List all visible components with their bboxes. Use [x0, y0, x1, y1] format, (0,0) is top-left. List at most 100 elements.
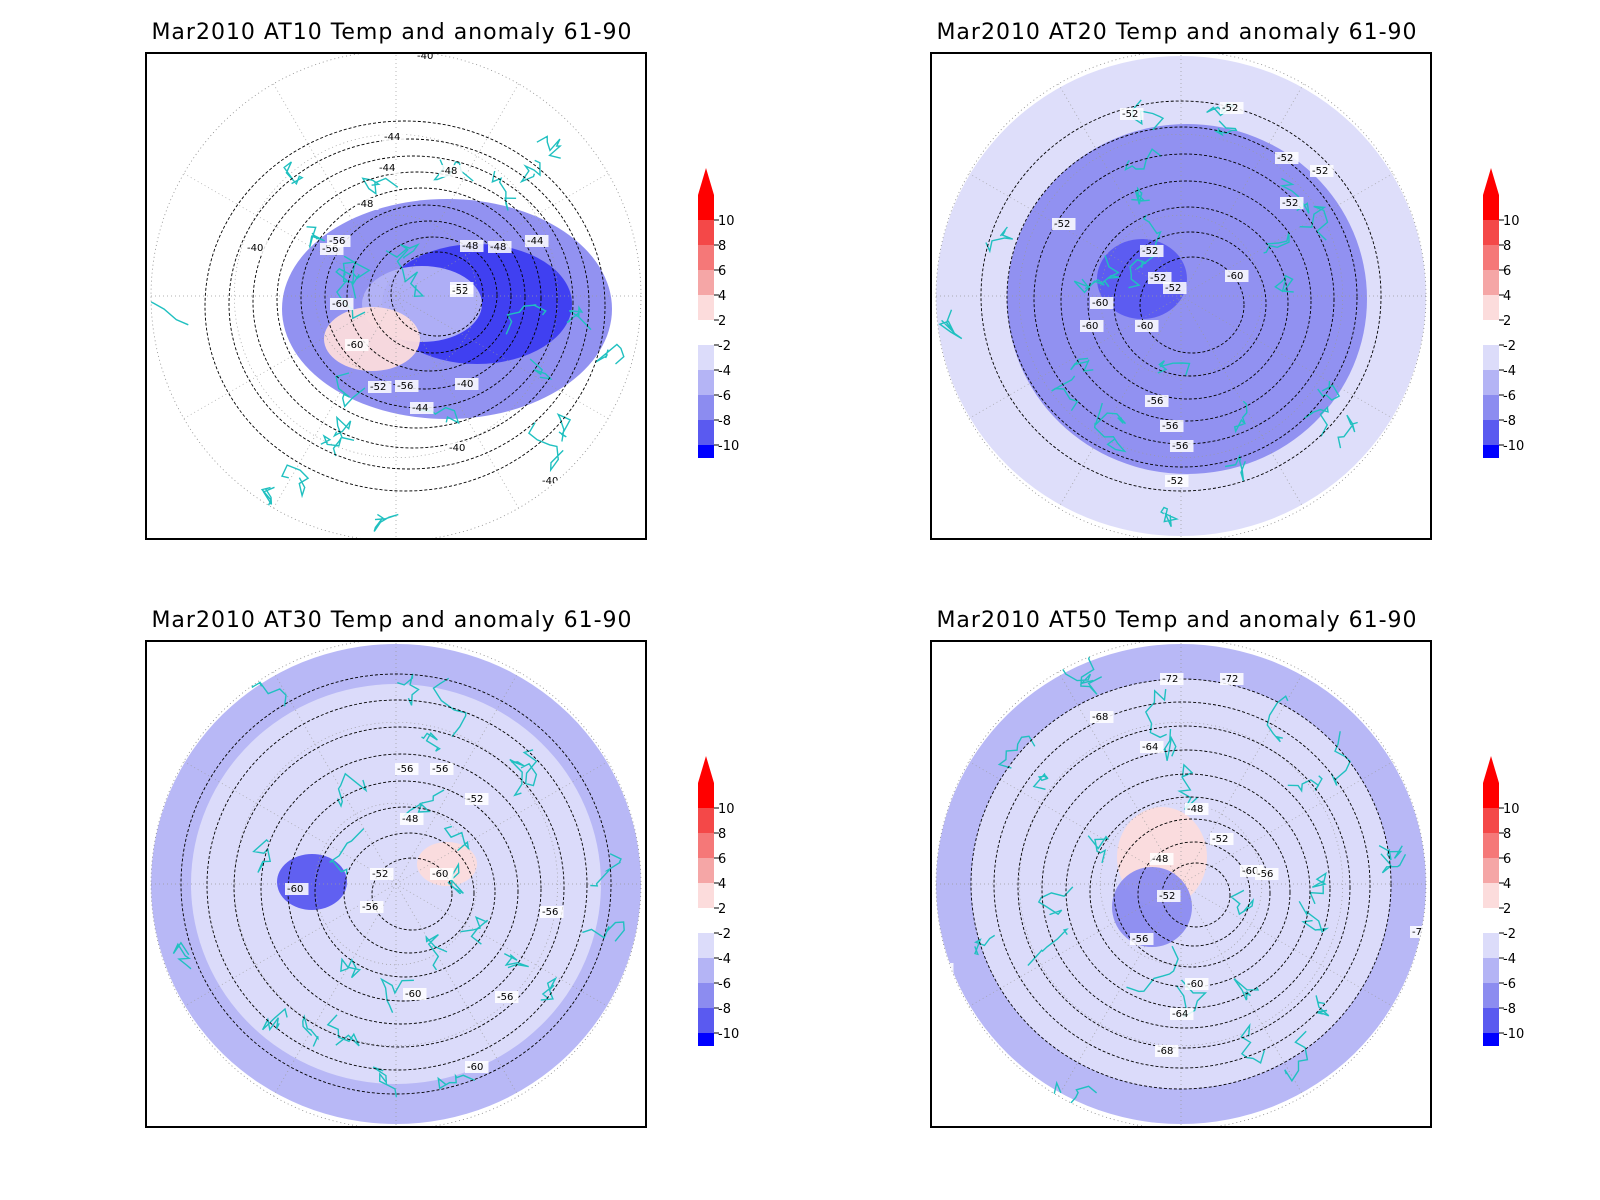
contour-label: -44 — [412, 403, 428, 414]
meridian-line — [395, 173, 609, 297]
contour-label: -52 — [467, 794, 483, 805]
contour-label-bg — [1052, 218, 1076, 230]
colorbar-tick-label: 10 — [1503, 802, 1520, 817]
colorbar-bin — [1483, 395, 1499, 420]
temperature-contour — [343, 832, 475, 954]
colorbar-tick-label: -10 — [1503, 1027, 1524, 1042]
contour-label-bg — [1255, 868, 1279, 880]
colorbar-bin — [1483, 320, 1499, 345]
meridian-line — [395, 883, 519, 1097]
map-content: -52-52-52-52-52-52-52-52-52-52-56-56-56-… — [936, 54, 1426, 538]
anomaly-region — [1007, 124, 1367, 474]
contour-label: -60 — [1242, 866, 1258, 877]
temperature-contour — [324, 204, 526, 390]
contour-label-bg — [1275, 152, 1299, 164]
contour-label-bg — [1090, 297, 1114, 309]
anomaly-region — [1097, 239, 1187, 319]
colorbar-bin — [698, 270, 714, 295]
contour-label: -48 — [462, 241, 478, 252]
contour-label-bg — [1163, 282, 1187, 294]
colorbar-bin — [1483, 220, 1499, 245]
colorbar-bin — [698, 858, 714, 883]
colorbar-tick-label: -8 — [718, 1002, 731, 1017]
map-boundary — [935, 642, 1427, 1126]
colorbar-top-arrow — [698, 168, 714, 195]
temperature-contour — [993, 701, 1371, 1069]
contour-label-bg — [360, 901, 384, 913]
contour-label: -56 — [322, 244, 338, 255]
colorbar: 10 8 6 4 2 -2 -4 -6 -8 -10 — [1483, 756, 1524, 1046]
map-frame: -40 -40 -40 -40 -40 -44 -44 -44 -44 -48 -48 -48 -48 -… — [145, 52, 647, 540]
contour-label-bg — [1225, 270, 1249, 282]
contour-label: -56 — [432, 764, 448, 775]
meridian-line — [183, 761, 397, 885]
temperature-contour — [371, 857, 453, 931]
meridian-line — [273, 883, 397, 1097]
contour-label: -52 — [1142, 246, 1158, 257]
colorbar-tick-label: -2 — [718, 339, 731, 354]
colorbar-bin — [1483, 858, 1499, 883]
meridian-line — [395, 295, 609, 419]
colorbar-bin — [1483, 933, 1499, 958]
contour-label: -52 — [1167, 476, 1183, 487]
colorbar-tick-label: -6 — [718, 977, 731, 992]
temperature-contour — [287, 780, 519, 1002]
contour-label-bg — [245, 242, 269, 254]
contour-label: -52 — [1165, 283, 1181, 294]
meridian-line — [183, 295, 397, 419]
polar-map: -56 -56 -52 -48 -52 -60 -60 -56 -56 -60 -56 -60 — [150, 642, 642, 1126]
contour-label: -60 — [347, 340, 363, 351]
meridian-line — [273, 671, 397, 885]
meridian-line — [1058, 671, 1182, 885]
colorbar-tick-label: 6 — [718, 264, 726, 279]
colorbar-tick-label: 2 — [1503, 314, 1511, 329]
temperature-contour — [1137, 841, 1251, 947]
colorbar-bin — [1483, 783, 1499, 808]
colorbar-top-arrow — [698, 756, 714, 783]
contour-label: -52 — [1122, 109, 1138, 120]
map-frame: -72 -72 -68 -64 -48 -48 -52 -60 -56 -52 -56 -60 -64-… — [930, 640, 1432, 1128]
meridian-line — [968, 173, 1182, 297]
contour-label: -52 — [1054, 219, 1070, 230]
contour-label-bg — [345, 339, 369, 351]
contour-label-bg — [1160, 673, 1184, 685]
colorbar-bin — [698, 195, 714, 220]
contour-label-bg — [400, 813, 424, 825]
colorbar-bin — [1483, 983, 1499, 1008]
temperature-contour — [314, 806, 496, 978]
contour-label: -52 — [1150, 273, 1166, 284]
meridian-line — [273, 295, 397, 509]
colorbar: 10 8 6 4 2 -2 -4 -6 -8 -10 — [1483, 168, 1524, 458]
colorbar-bin — [698, 933, 714, 958]
temperature-contour — [1113, 818, 1271, 968]
colorbar-bin — [698, 883, 714, 908]
contour-label-bg — [410, 402, 434, 414]
contour-label-bg — [403, 988, 427, 1000]
panel-title: Mar2010 AT20 Temp and anomaly 61-90 — [936, 20, 1418, 45]
polar-map: -40 -40 -40 -40 -40 -44 -44 -44 -44 -48 -48 -48 -48 -… — [150, 54, 642, 538]
colorbar-tick-label: -10 — [718, 1027, 739, 1042]
anomaly-region — [324, 307, 420, 371]
colorbar-tick-label: -8 — [1503, 414, 1516, 429]
contour-label-bg — [1220, 102, 1244, 114]
contour-label: -60 — [1092, 298, 1108, 309]
contour-label: -60 — [1137, 321, 1153, 332]
contour-label-bg — [355, 198, 379, 210]
meridian-line — [1180, 883, 1394, 1007]
meridian-line — [968, 295, 1182, 419]
map-content: -56 -56 -52 -48 -52 -60 -60 -56 -56 -60 -56 -60 — [151, 642, 641, 1126]
latitude-circle — [1018, 721, 1344, 1047]
temperature-contour — [1113, 231, 1267, 377]
colorbar-tick-label: -10 — [1503, 439, 1524, 454]
contour-label: -56 — [329, 236, 345, 247]
contour-label: -60 — [1082, 321, 1098, 332]
contour-label: -72 — [1412, 1124, 1428, 1126]
contour-label: -64 — [1142, 742, 1158, 753]
contour-label-bg — [460, 240, 484, 252]
meridian-line — [395, 671, 519, 885]
colorbar-tick-label: -4 — [718, 364, 731, 379]
colorbar-bin — [1483, 195, 1499, 220]
colorbar-tick-label: 6 — [718, 852, 726, 867]
contour-label: -68 — [1092, 712, 1108, 723]
colorbar-bin — [698, 833, 714, 858]
